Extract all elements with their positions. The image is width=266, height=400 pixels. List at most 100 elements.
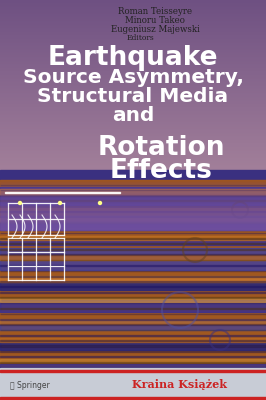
- Bar: [0, 187, 266, 188]
- Bar: [0, 207, 266, 208]
- Bar: [0, 209, 266, 210]
- Bar: [0, 22, 266, 23]
- Bar: [0, 77, 266, 78]
- Bar: [0, 113, 266, 114]
- Bar: [0, 303, 266, 304]
- Bar: [0, 270, 266, 271]
- Text: Eugeniusz Majewski: Eugeniusz Majewski: [111, 25, 200, 34]
- Bar: [0, 276, 266, 282]
- Bar: [0, 96, 266, 97]
- Bar: [0, 356, 266, 357]
- Bar: [0, 24, 266, 25]
- Bar: [0, 167, 266, 168]
- Bar: [0, 63, 266, 64]
- Bar: [0, 18, 266, 19]
- Bar: [0, 162, 266, 163]
- Bar: [0, 221, 266, 222]
- Bar: [0, 101, 266, 102]
- Bar: [0, 124, 266, 125]
- Bar: [0, 37, 266, 38]
- Bar: [0, 179, 266, 180]
- Bar: [0, 95, 266, 96]
- Bar: [0, 198, 266, 199]
- Bar: [0, 282, 266, 290]
- Bar: [0, 112, 266, 113]
- Bar: [0, 249, 266, 250]
- Bar: [0, 104, 266, 105]
- Bar: [0, 362, 266, 363]
- Bar: [0, 229, 266, 230]
- Bar: [0, 19, 266, 20]
- Bar: [0, 255, 266, 260]
- Bar: [0, 26, 266, 27]
- Bar: [0, 107, 266, 108]
- Bar: [0, 211, 266, 212]
- Bar: [0, 94, 266, 95]
- Bar: [0, 265, 266, 266]
- Bar: [0, 163, 266, 164]
- Bar: [0, 36, 266, 37]
- Bar: [0, 183, 266, 184]
- Bar: [0, 233, 266, 234]
- Bar: [0, 154, 266, 155]
- Bar: [0, 30, 266, 31]
- Bar: [0, 147, 266, 148]
- Bar: [0, 75, 266, 76]
- Bar: [0, 219, 266, 220]
- Bar: [0, 20, 266, 21]
- Bar: [0, 191, 266, 192]
- Bar: [0, 308, 266, 309]
- Bar: [0, 152, 266, 153]
- Bar: [0, 14, 266, 15]
- Bar: [0, 66, 266, 67]
- Bar: [0, 38, 266, 39]
- Text: Ⓢ Springer: Ⓢ Springer: [10, 380, 50, 390]
- Bar: [0, 222, 266, 223]
- Bar: [0, 133, 266, 134]
- Bar: [0, 224, 266, 225]
- Bar: [0, 108, 266, 109]
- Bar: [0, 51, 266, 52]
- Bar: [0, 23, 266, 24]
- Bar: [0, 85, 266, 86]
- Bar: [0, 41, 266, 42]
- Bar: [0, 145, 266, 146]
- Bar: [0, 28, 266, 29]
- Bar: [0, 44, 266, 45]
- Bar: [0, 139, 266, 140]
- Bar: [0, 213, 266, 214]
- Bar: [0, 90, 266, 91]
- Bar: [0, 225, 266, 226]
- Bar: [0, 195, 266, 196]
- Bar: [0, 160, 266, 161]
- Bar: [0, 203, 266, 204]
- Text: Structural Media: Structural Media: [38, 87, 228, 106]
- Bar: [0, 319, 266, 320]
- Bar: [0, 211, 266, 212]
- Bar: [0, 81, 266, 82]
- Text: and: and: [112, 106, 154, 125]
- Bar: [0, 127, 266, 128]
- Bar: [0, 197, 266, 198]
- Bar: [0, 137, 266, 138]
- Bar: [0, 181, 266, 182]
- Bar: [0, 55, 266, 56]
- Bar: [0, 220, 266, 221]
- Bar: [0, 61, 266, 62]
- Bar: [0, 226, 266, 227]
- Bar: [0, 9, 266, 10]
- Bar: [0, 56, 266, 57]
- Bar: [0, 76, 266, 77]
- Bar: [0, 143, 266, 144]
- Text: Editors: Editors: [126, 34, 154, 42]
- Text: Source Asymmetry,: Source Asymmetry,: [23, 68, 243, 87]
- Bar: [0, 190, 266, 191]
- Bar: [0, 49, 266, 50]
- Bar: [0, 141, 266, 142]
- Bar: [0, 87, 266, 88]
- Bar: [0, 100, 266, 101]
- Bar: [0, 239, 266, 245]
- Bar: [0, 175, 266, 176]
- Bar: [0, 216, 266, 222]
- Bar: [0, 172, 266, 173]
